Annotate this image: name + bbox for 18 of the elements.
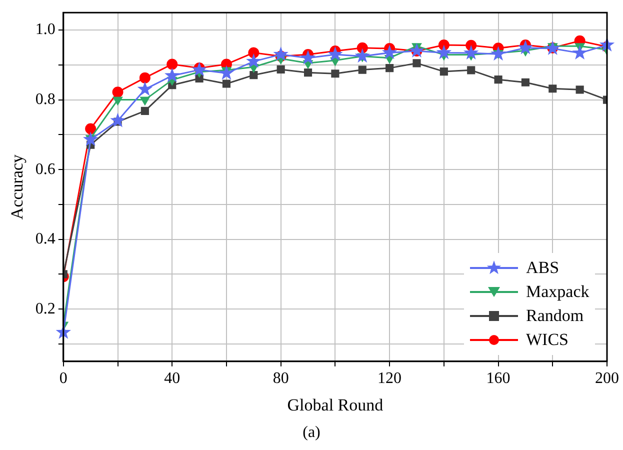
legend-label: WICS [526, 330, 568, 350]
legend-label: Maxpack [526, 282, 590, 302]
x-tick-label: 0 [59, 370, 68, 388]
x-tick-label: 40 [164, 370, 180, 388]
y-tick-label: 0.6 [35, 160, 56, 178]
legend-label: Random [526, 306, 584, 326]
y-tick-label: 0.8 [35, 91, 56, 108]
x-tick-label: 160 [486, 370, 510, 388]
y-axis-title: Accuracy [8, 154, 27, 220]
y-tick-label: 0.2 [35, 300, 56, 318]
legend-label: ABS [526, 258, 560, 278]
x-tick-label: 200 [595, 370, 619, 388]
text: (a) [302, 424, 322, 442]
x-axis-title: Global Round [287, 395, 384, 414]
y-tick-label: 0.4 [35, 230, 56, 248]
x-tick-label: 80 [272, 370, 289, 388]
x-tick-label: 120 [378, 370, 402, 388]
y-tick-label: 1.0 [35, 21, 56, 38]
